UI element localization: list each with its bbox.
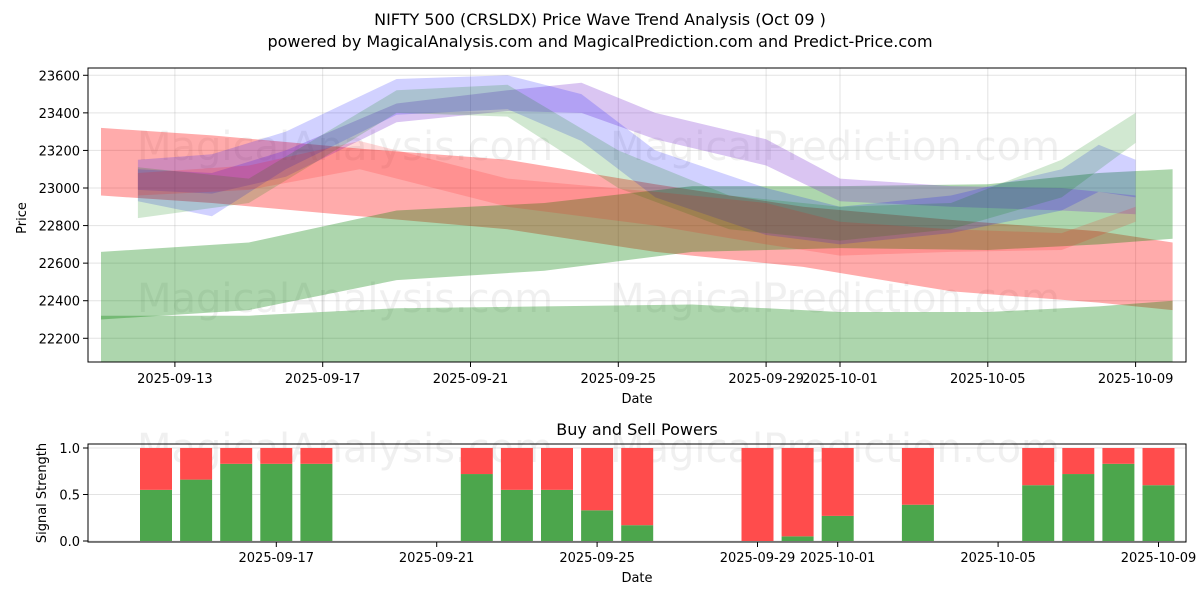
y-tick-label: 1.0 [59,442,80,457]
x-tick-label: 2025-10-05 [960,551,1036,566]
main-y-axis-label: Price [15,202,30,234]
buy-bar [180,479,213,541]
y-tick-label: 0.0 [59,535,80,550]
signal-bars [140,448,1175,541]
x-tick-label: 2025-09-21 [433,372,509,387]
buy-bar [1102,463,1135,541]
sell-bar [460,448,493,475]
sell-bar [781,448,814,537]
buy-bar [621,525,654,541]
buy-bar [1062,474,1095,541]
olive-wave-band [137,141,1136,256]
sub-x-axis-label: Date [621,571,652,586]
x-tick-label: 2025-09-17 [239,551,315,566]
watermark-text: MagicalPrediction.com [610,124,1060,170]
x-tick-label: 2025-09-13 [137,372,213,387]
x-tick-label: 2025-09-29 [720,551,796,566]
main-y-axis: 22200 22400 22600 22800 23000 23200 23400 23600 [39,69,88,347]
chart-subtitle: powered by MagicalAnalysis.com and Magic… [267,32,933,51]
y-tick-label: 23400 [39,107,80,122]
sell-bar [300,448,333,464]
x-tick-label: 2025-10-05 [950,372,1026,387]
main-plot-frame [87,67,1187,363]
buy-bar [500,489,533,541]
buy-bar [821,515,854,541]
main-x-axis: 2025-09-13 2025-09-17 2025-09-21 2025-09-25… [137,362,1173,387]
watermark-text: MagicalPrediction.com [610,276,1060,322]
blue-wave-band [137,75,1136,245]
buy-bar [220,463,253,541]
sub-chart-title: Buy and Sell Powers [556,420,718,439]
y-tick-label: 22400 [39,295,80,310]
sell-bar [1142,448,1175,486]
sell-bar [180,448,213,480]
sub-plot-frame [87,443,1187,543]
watermark-text: MagicalAnalysis.com [137,124,553,170]
sub-y-axis: 0.0 0.5 1.0 [59,442,88,550]
sub-x-axis: 2025-09-17 2025-09-21 2025-09-25 2025-09-29… [239,542,1197,566]
sell-bar [741,448,774,541]
green-lower-band [101,300,1173,362]
buy-bar [901,504,934,541]
sell-bar [821,448,854,516]
purple-wave-band [137,82,1136,215]
y-tick-label: 0.5 [59,489,80,504]
x-tick-label: 2025-10-09 [1121,551,1197,566]
x-tick-label: 2025-09-25 [559,551,635,566]
main-watermarks: MagicalAnalysis.com MagicalPrediction.co… [137,124,1060,322]
y-tick-label: 23600 [39,69,80,84]
sell-bar [1102,448,1135,464]
watermark-text: MagicalAnalysis.com [137,276,553,322]
x-tick-label: 2025-09-25 [581,372,657,387]
sell-bar [500,448,533,490]
red-long-band [101,127,1173,311]
buy-bar [781,536,814,541]
x-tick-label: 2025-10-01 [800,551,876,566]
green-upper-band [101,169,1173,320]
x-tick-label: 2025-09-21 [399,551,475,566]
sell-bar [260,448,293,464]
x-tick-label: 2025-09-29 [728,372,804,387]
sub-y-axis-label: Signal Strength [35,443,50,543]
x-tick-label: 2025-10-09 [1098,372,1174,387]
main-x-axis-label: Date [621,392,652,407]
teal-wave-band [137,84,1136,241]
sell-bar [1062,448,1095,475]
main-gridlines [88,68,1186,362]
sell-bar [621,448,654,526]
chart-title: NIFTY 500 (CRSLDX) Price Wave Trend Anal… [374,10,826,29]
buy-bar [541,489,573,541]
y-tick-label: 22600 [39,257,80,272]
sell-bar [1022,448,1055,486]
price-bands [101,75,1173,362]
sell-bar [220,448,253,464]
x-tick-label: 2025-09-17 [285,372,361,387]
y-tick-label: 22200 [39,332,80,347]
sell-bar [901,448,934,505]
y-tick-label: 23200 [39,144,80,159]
buy-bar [260,463,293,541]
x-tick-label: 2025-10-01 [802,372,878,387]
sell-bar [581,448,614,511]
buy-bar [581,510,614,541]
buy-bar [1022,485,1055,541]
y-tick-label: 23000 [39,182,80,197]
sell-bar [140,448,172,490]
buy-bar [300,463,333,541]
sell-bar [541,448,573,490]
buy-bar [460,474,493,541]
buy-bar [140,489,172,541]
buy-bar [1142,485,1175,541]
y-tick-label: 22800 [39,220,80,235]
